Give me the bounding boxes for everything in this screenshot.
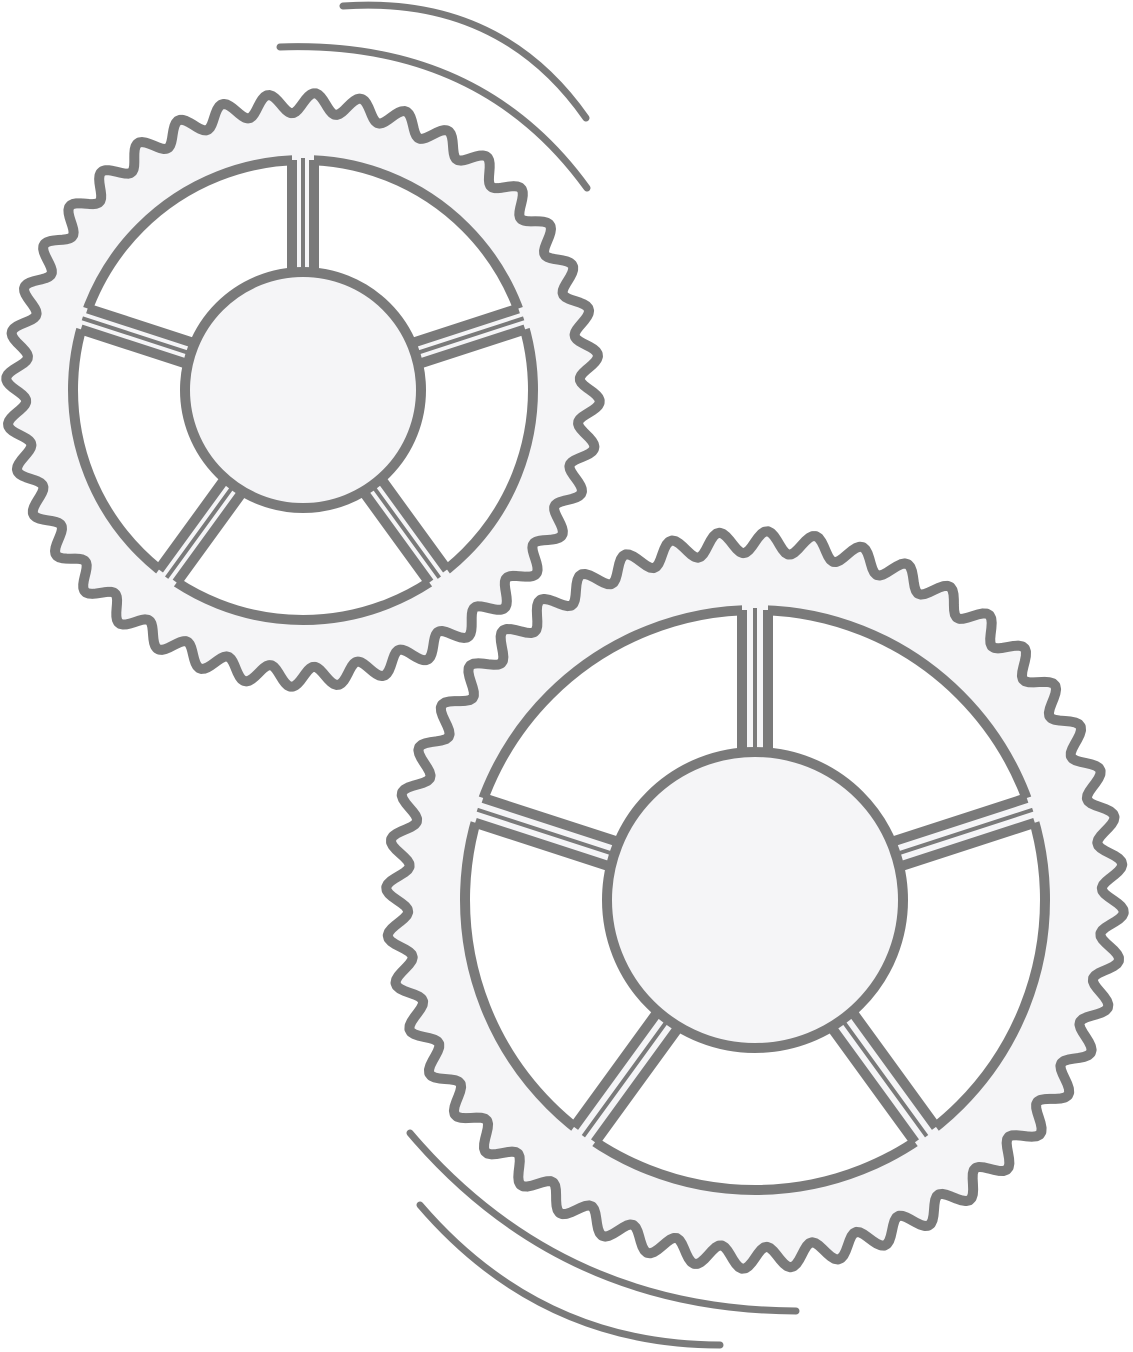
small-gear-spoke-edge — [79, 324, 189, 369]
small-gear-spoke-edge — [417, 324, 527, 369]
large-gear-spoke-edge — [473, 817, 612, 872]
motion-arc-3 — [406, 1129, 800, 1315]
large-gear-spoke-split — [841, 1020, 929, 1138]
small-gear-spoke-split — [371, 485, 441, 579]
large-gear-spoke-split — [897, 807, 1034, 856]
large-gear-spoke-edge — [591, 1024, 683, 1146]
small-gear-spoke-edge — [359, 488, 434, 586]
small-gear-spoke-split — [165, 485, 235, 579]
large-gear-spoke-edge — [569, 1009, 662, 1130]
large-gear-hub — [602, 747, 908, 1053]
large-gear-spoke-edge — [898, 817, 1037, 872]
large-gear-spoke-edge — [827, 1024, 919, 1146]
large-gear — [381, 526, 1129, 1274]
small-gear-spoke-edge — [86, 303, 196, 348]
small-gear-spoke-edge — [410, 303, 520, 348]
large-gear-spoke-edge — [890, 793, 1029, 847]
large-gear-spoke-split — [476, 807, 613, 856]
motion-arc-4 — [416, 1201, 724, 1349]
small-gear-spoke-split — [81, 316, 190, 355]
large-gear-spoke-split — [581, 1020, 669, 1138]
small-gear-spoke-split — [416, 316, 525, 355]
motion-arc-2 — [276, 43, 591, 192]
small-gear-spoke-edge — [377, 476, 452, 573]
motion-arc-1 — [339, 1, 590, 122]
large-gear-spoke-edge — [481, 793, 620, 847]
small-gear-spoke-edge — [172, 488, 247, 586]
large-gear-spoke-edge — [848, 1009, 941, 1130]
small-gear-hub — [180, 267, 426, 513]
small-gear-spoke-edge — [154, 476, 229, 573]
small-gear — [1, 88, 605, 692]
